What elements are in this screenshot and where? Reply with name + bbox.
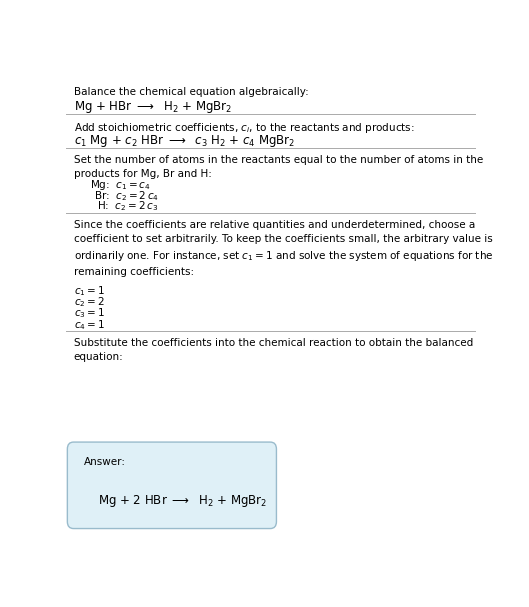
Text: $c_1$ Mg + $c_2$ HBr $\longrightarrow$  $c_3$ H$_2$ + $c_4$ MgBr$_2$: $c_1$ Mg + $c_2$ HBr $\longrightarrow$ $… — [74, 133, 295, 149]
Text: $c_3 = 1$: $c_3 = 1$ — [74, 307, 105, 320]
Text: $c_4 = 1$: $c_4 = 1$ — [74, 317, 105, 331]
Text: Br:  $c_2 = 2\,c_4$: Br: $c_2 = 2\,c_4$ — [94, 189, 159, 203]
Text: Substitute the coefficients into the chemical reaction to obtain the balanced
eq: Substitute the coefficients into the che… — [74, 338, 473, 362]
Text: Mg:  $c_1 = c_4$: Mg: $c_1 = c_4$ — [90, 178, 151, 192]
Text: Balance the chemical equation algebraically:: Balance the chemical equation algebraica… — [74, 87, 308, 97]
Text: Set the number of atoms in the reactants equal to the number of atoms in the
pro: Set the number of atoms in the reactants… — [74, 155, 483, 178]
Text: Add stoichiometric coefficients, $c_i$, to the reactants and products:: Add stoichiometric coefficients, $c_i$, … — [74, 121, 414, 135]
Text: Mg + HBr $\longrightarrow$  H$_2$ + MgBr$_2$: Mg + HBr $\longrightarrow$ H$_2$ + MgBr$… — [74, 98, 232, 115]
Text: Since the coefficients are relative quantities and underdetermined, choose a
coe: Since the coefficients are relative quan… — [74, 220, 493, 277]
FancyBboxPatch shape — [67, 442, 277, 529]
Text: H:  $c_2 = 2\,c_3$: H: $c_2 = 2\,c_3$ — [97, 200, 158, 213]
Text: Mg + 2 HBr $\longrightarrow$  H$_2$ + MgBr$_2$: Mg + 2 HBr $\longrightarrow$ H$_2$ + MgB… — [98, 493, 268, 509]
Text: Answer:: Answer: — [84, 457, 126, 467]
Text: $c_1 = 1$: $c_1 = 1$ — [74, 284, 105, 298]
Text: $c_2 = 2$: $c_2 = 2$ — [74, 296, 104, 309]
